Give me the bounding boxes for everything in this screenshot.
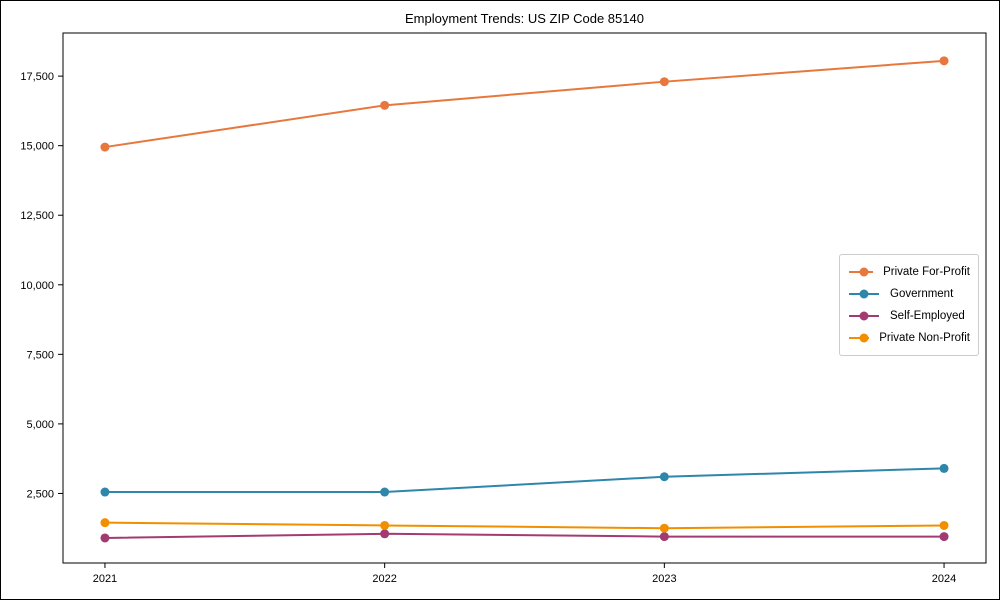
plot-frame — [62, 32, 987, 564]
y-tick-label: 15,000 — [20, 141, 54, 153]
data-point-marker — [939, 56, 949, 66]
y-tick-label: 10,000 — [20, 280, 54, 292]
legend-label: Private For-Profit — [883, 266, 970, 278]
data-point-marker — [100, 487, 110, 497]
legend-item: Government — [848, 283, 970, 305]
x-tick-label: 2022 — [372, 573, 396, 585]
data-point-marker — [100, 533, 110, 543]
y-tick-label: 12,500 — [20, 210, 54, 222]
data-point-marker — [659, 77, 669, 87]
legend-label: Private Non-Profit — [879, 332, 970, 344]
data-point-marker — [100, 142, 110, 152]
y-tick-label: 2,500 — [26, 488, 54, 500]
legend-marker-icon — [849, 311, 879, 321]
series-line — [103, 521, 946, 530]
legend-label: Government — [890, 288, 954, 300]
legend-item: Self-Employed — [848, 305, 970, 327]
data-point-marker — [659, 472, 669, 482]
data-point-marker — [380, 487, 390, 497]
legend-marker-icon — [849, 267, 874, 277]
data-point-marker — [380, 520, 390, 530]
x-tick-label: 2024 — [932, 573, 956, 585]
data-point-marker — [380, 529, 390, 539]
y-tick-label: 7,500 — [26, 349, 54, 361]
y-tick-label: 17,500 — [20, 71, 54, 83]
data-point-marker — [659, 532, 669, 542]
x-tick-label: 2023 — [652, 573, 676, 585]
data-point-marker — [659, 523, 669, 533]
data-point-marker — [939, 463, 949, 473]
data-point-marker — [939, 520, 949, 530]
legend-label: Self-Employed — [890, 310, 965, 322]
series-line — [103, 59, 946, 149]
data-point-marker — [380, 100, 390, 110]
chart-title: Employment Trends: US ZIP Code 85140 — [405, 11, 644, 26]
x-tick-label: 2021 — [93, 573, 117, 585]
data-point-marker — [100, 518, 110, 528]
data-point-marker — [939, 532, 949, 542]
legend-item: Private For-Profit — [848, 261, 970, 283]
y-tick-label: 5,000 — [26, 419, 54, 431]
series-line — [103, 532, 946, 539]
series-line — [103, 467, 946, 494]
legend-marker-icon — [849, 333, 870, 343]
legend-marker-icon — [849, 289, 879, 299]
legend: Private For-Profit Government Self-Employe… — [839, 254, 979, 356]
legend-item: Private Non-Profit — [848, 327, 970, 349]
